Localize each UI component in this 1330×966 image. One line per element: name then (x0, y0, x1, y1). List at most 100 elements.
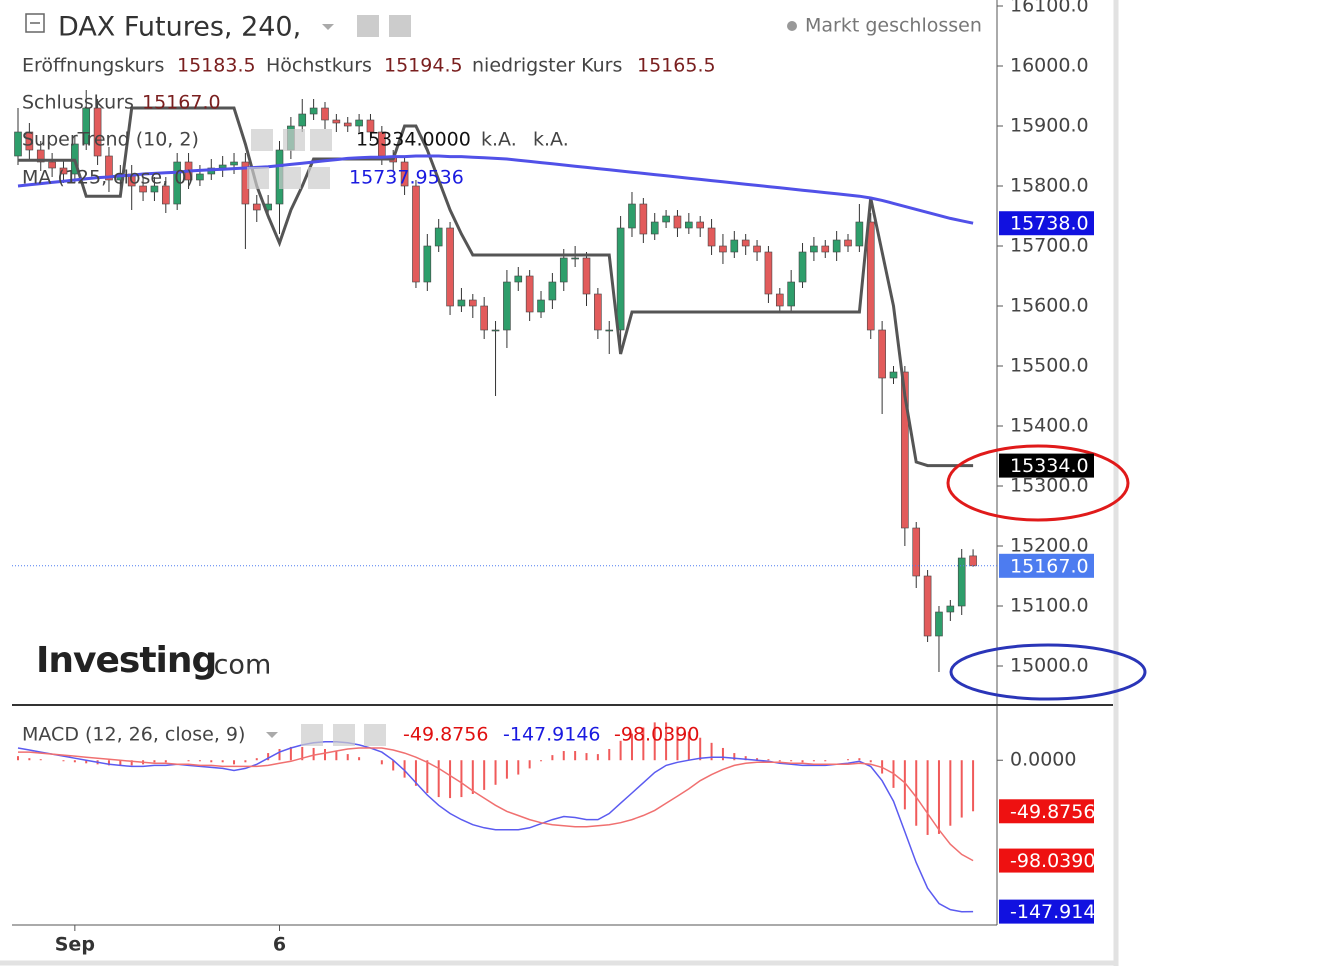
histogram-bar (187, 760, 190, 762)
histogram-bar (937, 760, 940, 834)
candle-body (491, 329, 500, 332)
histogram-bar (198, 760, 201, 762)
macd-signal-value: -98.0390 (614, 724, 699, 746)
settings-icon[interactable] (247, 167, 269, 189)
open-value: 15183.5 (177, 55, 256, 77)
price-tag-label: 15334.0 (1010, 455, 1089, 477)
candle-body (252, 203, 261, 211)
dropdown-arrow[interactable] (322, 24, 334, 30)
histogram-bar (244, 760, 247, 763)
candle-body (775, 293, 784, 307)
candle-body (173, 161, 181, 205)
annotation-ellipse (946, 444, 1130, 522)
annotation-ellipse (949, 643, 1147, 701)
y-tick-label: 15200.0 (1010, 535, 1089, 557)
candle-body (946, 605, 955, 613)
candle-body (912, 527, 921, 577)
settings-icon[interactable] (251, 129, 273, 151)
candle-body (400, 161, 409, 187)
histogram-bar (312, 747, 315, 761)
price-tag-label: -147.9146 (1010, 901, 1108, 923)
histogram-bar (107, 760, 110, 766)
indicator-line (17, 154, 974, 225)
candle-body (503, 281, 511, 331)
gear-icon[interactable] (279, 167, 301, 189)
histogram-bar (460, 760, 463, 798)
candle-body (321, 107, 329, 121)
candle-body (821, 245, 830, 253)
histogram-bar (824, 760, 827, 762)
price-tag (999, 453, 1094, 478)
candle-body (594, 293, 602, 331)
candle-body (605, 329, 614, 332)
gear-icon[interactable] (389, 15, 411, 37)
candle-body (707, 227, 716, 247)
close-icon[interactable] (310, 129, 332, 151)
gear-icon[interactable] (333, 724, 355, 746)
y-tick-label: 15500.0 (1010, 355, 1089, 377)
histogram-bar (653, 722, 656, 761)
price-tag-label: 15167.0 (1010, 555, 1089, 577)
candle-body (855, 221, 864, 247)
histogram-bar (505, 760, 508, 779)
y-tick-label: 15900.0 (1010, 115, 1089, 137)
close-icon[interactable] (364, 724, 386, 746)
price-tag-label: -98.0390 (1010, 850, 1095, 872)
candle-body (923, 575, 932, 637)
candle-body (889, 371, 898, 379)
low-value: 15165.5 (637, 55, 716, 77)
supertrend-na: k.A. (481, 129, 517, 151)
candle-body (48, 161, 56, 169)
histogram-bar (346, 754, 349, 761)
ma-value: 15737.9536 (349, 167, 464, 189)
histogram-bar (335, 751, 338, 761)
candle-body (753, 245, 761, 253)
histogram-bar (119, 760, 122, 766)
histogram-bar (767, 759, 770, 761)
histogram-bar (517, 760, 520, 775)
candle-body (935, 611, 943, 637)
histogram-bar (858, 758, 861, 761)
indicator-line (18, 106, 974, 468)
candle-body (559, 257, 568, 283)
price-tag (999, 899, 1094, 924)
candle-body (730, 239, 739, 253)
y-tick-label: 15100.0 (1010, 595, 1089, 617)
candle-body (139, 185, 147, 193)
histogram-bar (267, 753, 270, 761)
histogram-bar (676, 726, 679, 761)
histogram-bar (17, 756, 19, 761)
dropdown-arrow[interactable] (266, 732, 278, 738)
histogram-bar (926, 760, 929, 835)
candle-body (514, 275, 523, 283)
histogram-bar (494, 760, 497, 785)
close-icon[interactable] (308, 167, 330, 189)
y-tick-label: 15400.0 (1010, 415, 1089, 437)
gear-icon[interactable] (283, 129, 305, 151)
candle-body (196, 173, 204, 181)
candle-body (673, 215, 682, 229)
price-tag (999, 211, 1094, 236)
candle-body (878, 329, 886, 379)
histogram-bar (562, 751, 565, 761)
y-tick-label: 15800.0 (1010, 175, 1089, 197)
candle-body (434, 227, 443, 247)
settings-icon[interactable] (301, 724, 323, 746)
candle-body (696, 221, 705, 229)
settings-icon[interactable] (357, 15, 379, 37)
candle-body (423, 245, 432, 283)
supertrend-value: 15334.0000 (356, 129, 471, 151)
candle-body (105, 155, 113, 181)
histogram-bar (437, 760, 440, 798)
candle-body (957, 557, 966, 607)
histogram-bar (392, 760, 395, 771)
candle-body (25, 131, 34, 151)
candle-body (650, 221, 659, 235)
y-tick-label: 15600.0 (1010, 295, 1089, 317)
candle-body (571, 257, 579, 260)
histogram-bar (221, 760, 224, 763)
candle-body (162, 185, 170, 205)
histogram-bar (721, 747, 724, 761)
collapse-button[interactable] (25, 13, 45, 33)
candle-body (457, 299, 466, 307)
